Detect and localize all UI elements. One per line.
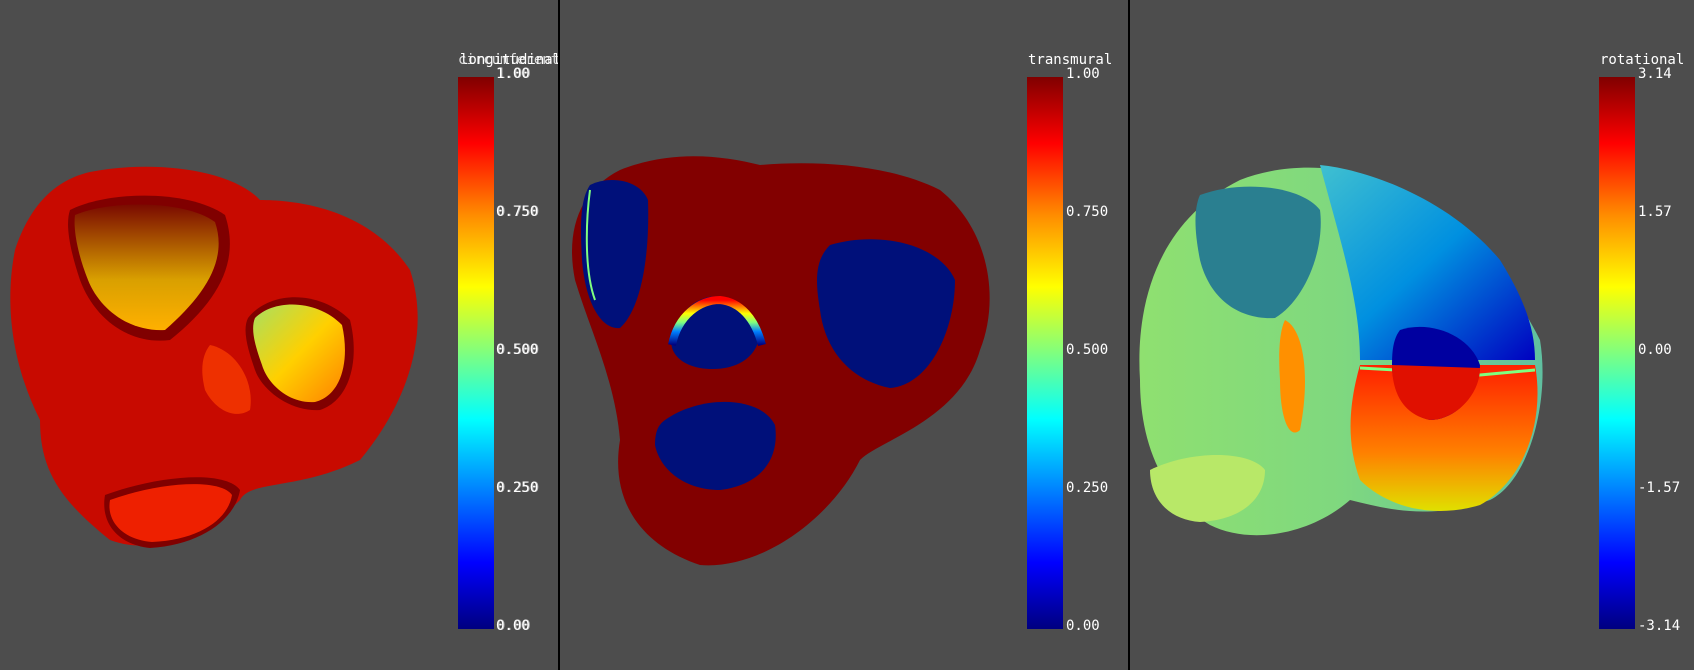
right-lobe [1350,365,1538,511]
colorbar-tick-max: 1.00 [1066,66,1100,82]
colorbar-tick-mid: 0.500 [496,342,539,358]
colorbar-tick-3q-overlay: 0.750 [497,204,540,220]
colorbar-tick-1q: -1.57 [1638,480,1681,496]
heart-mesh-render-rotational[interactable] [1130,0,1694,670]
viewport-panel-3[interactable]: rotational 3.14 1.57 0.00 -1.57 -3.14 [1130,0,1694,670]
colorbar-tick-mid: 0.500 [1066,342,1109,358]
heart-mesh-render-longitudinal[interactable] [0,0,558,670]
colorbar-tick-min-overlay: 0.00 [497,618,531,634]
colorbar-tick-min: 0.00 [496,618,530,634]
upper-cavity [1195,186,1321,319]
colorbar-title: transmural [1028,52,1113,68]
panel-divider [1128,0,1130,670]
colorbar-tick-3q: 0.750 [496,204,539,220]
colorbar-tick-min: -3.14 [1638,618,1681,634]
left-cavity [580,180,649,329]
colorbar-tick-3q: 0.750 [1066,204,1109,220]
colorbar-tick-1q-overlay: 0.250 [497,480,540,496]
heart-mesh-render-transmural[interactable] [560,0,1128,670]
center-cavity [671,296,760,370]
colorbar [1599,77,1635,629]
colorbar-tick-1q: 0.250 [1066,480,1109,496]
right-cavity [817,239,955,388]
colorbar-tick-1q: 0.250 [496,480,539,496]
viewport-panel-2[interactable]: transmural 1.00 0.750 0.500 0.250 0.00 [560,0,1128,670]
colorbar-title-circumferential: circumferential [458,52,558,68]
colorbar-tick-max: 1.00 [496,66,530,82]
colorbar-tick-min: 0.00 [1066,618,1100,634]
colorbar-title: rotational [1600,52,1685,68]
colorbar [458,77,494,629]
panel-divider [558,0,560,670]
lower-cavity [1150,455,1265,522]
colorbar-tick-max: 3.14 [1638,66,1672,82]
viewport-panel-1[interactable]: longitudinal circumferential 1.00 0.750 … [0,0,558,670]
colorbar-title-longitudinal: longitudinal [460,52,558,68]
colorbar [1027,77,1063,629]
colorbar-tick-mid: 0.00 [1638,342,1672,358]
colorbar-tick-3q: 1.57 [1638,204,1672,220]
colorbar-tick-mid-overlay: 0.500 [497,342,540,358]
lower-cavity [655,401,776,490]
colorbar-tick-max-overlay: 1.00 [497,66,531,82]
